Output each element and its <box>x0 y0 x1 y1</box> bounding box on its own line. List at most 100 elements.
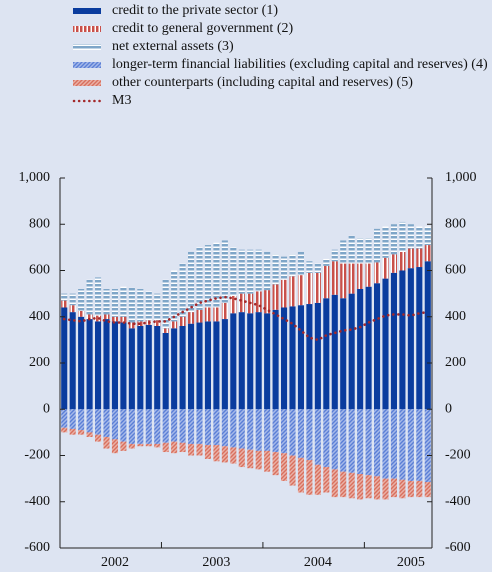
bar <box>306 261 313 273</box>
bar <box>357 409 364 474</box>
legend-label: longer-term financial liabilities (exclu… <box>112 57 488 72</box>
bar <box>306 304 313 410</box>
bar <box>357 263 364 289</box>
bar <box>111 289 118 317</box>
bar <box>382 278 389 410</box>
bar <box>120 322 127 410</box>
bar <box>145 443 152 447</box>
bar <box>297 409 304 458</box>
bar <box>188 409 195 444</box>
bar <box>314 272 321 303</box>
bar <box>348 409 355 473</box>
bar <box>188 443 195 456</box>
bar <box>230 247 237 296</box>
bar <box>390 272 397 410</box>
bar <box>348 293 355 410</box>
bar <box>154 320 161 326</box>
bar <box>340 240 347 264</box>
y2-tick-label: 800 <box>445 216 466 231</box>
bar <box>103 314 110 320</box>
bar <box>238 312 245 410</box>
bar <box>103 319 110 410</box>
bar <box>289 306 296 410</box>
bar <box>86 314 93 320</box>
bar <box>416 480 423 498</box>
bar <box>255 312 262 410</box>
legend-item: longer-term financial liabilities (exclu… <box>72 56 490 73</box>
bar <box>95 409 102 435</box>
bar <box>61 307 68 410</box>
bar <box>111 316 118 322</box>
bar <box>78 310 85 317</box>
bar <box>238 448 245 468</box>
bar <box>331 469 338 498</box>
bar <box>128 328 135 410</box>
bar <box>281 279 288 308</box>
y-tick-label: -600 <box>24 540 50 555</box>
bar <box>382 257 389 279</box>
x-tick-label: 2005 <box>397 555 425 570</box>
bar <box>78 316 85 410</box>
bar <box>407 224 414 249</box>
bar <box>137 443 144 447</box>
bar <box>213 307 220 322</box>
bar <box>374 476 381 500</box>
bar <box>162 279 169 329</box>
bar <box>128 287 135 323</box>
bar <box>171 321 178 329</box>
bar <box>179 316 186 326</box>
y2-tick-label: 600 <box>445 263 466 278</box>
legend-label: M3 <box>112 93 132 108</box>
bar <box>374 283 381 410</box>
bar <box>103 437 110 449</box>
bar <box>399 409 406 480</box>
bar <box>323 265 330 299</box>
bar <box>171 328 178 410</box>
bar <box>264 252 271 291</box>
bar <box>323 258 330 266</box>
bar <box>297 275 304 306</box>
bar <box>221 240 228 303</box>
y2-tick-label: 400 <box>445 309 466 324</box>
bar <box>213 321 220 410</box>
bar <box>365 238 372 264</box>
bar <box>78 289 85 311</box>
bar <box>103 289 110 315</box>
bar <box>188 312 195 324</box>
bar <box>281 409 288 454</box>
bar <box>78 430 85 435</box>
y2-tick-label: 0 <box>445 401 452 416</box>
bar <box>238 249 245 294</box>
bar <box>331 294 338 410</box>
bar <box>272 309 279 410</box>
bar <box>69 312 76 410</box>
bar <box>154 409 161 444</box>
bar <box>238 409 245 449</box>
y-tick-label: 0 <box>43 401 50 416</box>
bar <box>204 321 211 410</box>
bar <box>424 261 431 410</box>
bar <box>424 409 431 483</box>
y-tick-label: 200 <box>29 355 50 370</box>
bar <box>365 475 372 499</box>
bar <box>407 409 414 481</box>
bar <box>289 276 296 307</box>
bar <box>128 322 135 329</box>
bar <box>120 286 127 317</box>
y2-tick-label: -400 <box>445 494 471 509</box>
bar <box>407 248 414 269</box>
bar <box>162 442 169 453</box>
bar <box>297 305 304 410</box>
bar <box>297 457 304 493</box>
bar <box>314 263 321 273</box>
bar <box>162 332 169 410</box>
bar <box>179 442 186 453</box>
bar <box>323 467 330 493</box>
bar <box>171 270 178 322</box>
bar <box>365 263 372 287</box>
bar <box>399 270 406 410</box>
bar <box>306 272 313 305</box>
bar <box>196 247 203 310</box>
bar <box>323 409 330 468</box>
bar <box>230 295 237 314</box>
